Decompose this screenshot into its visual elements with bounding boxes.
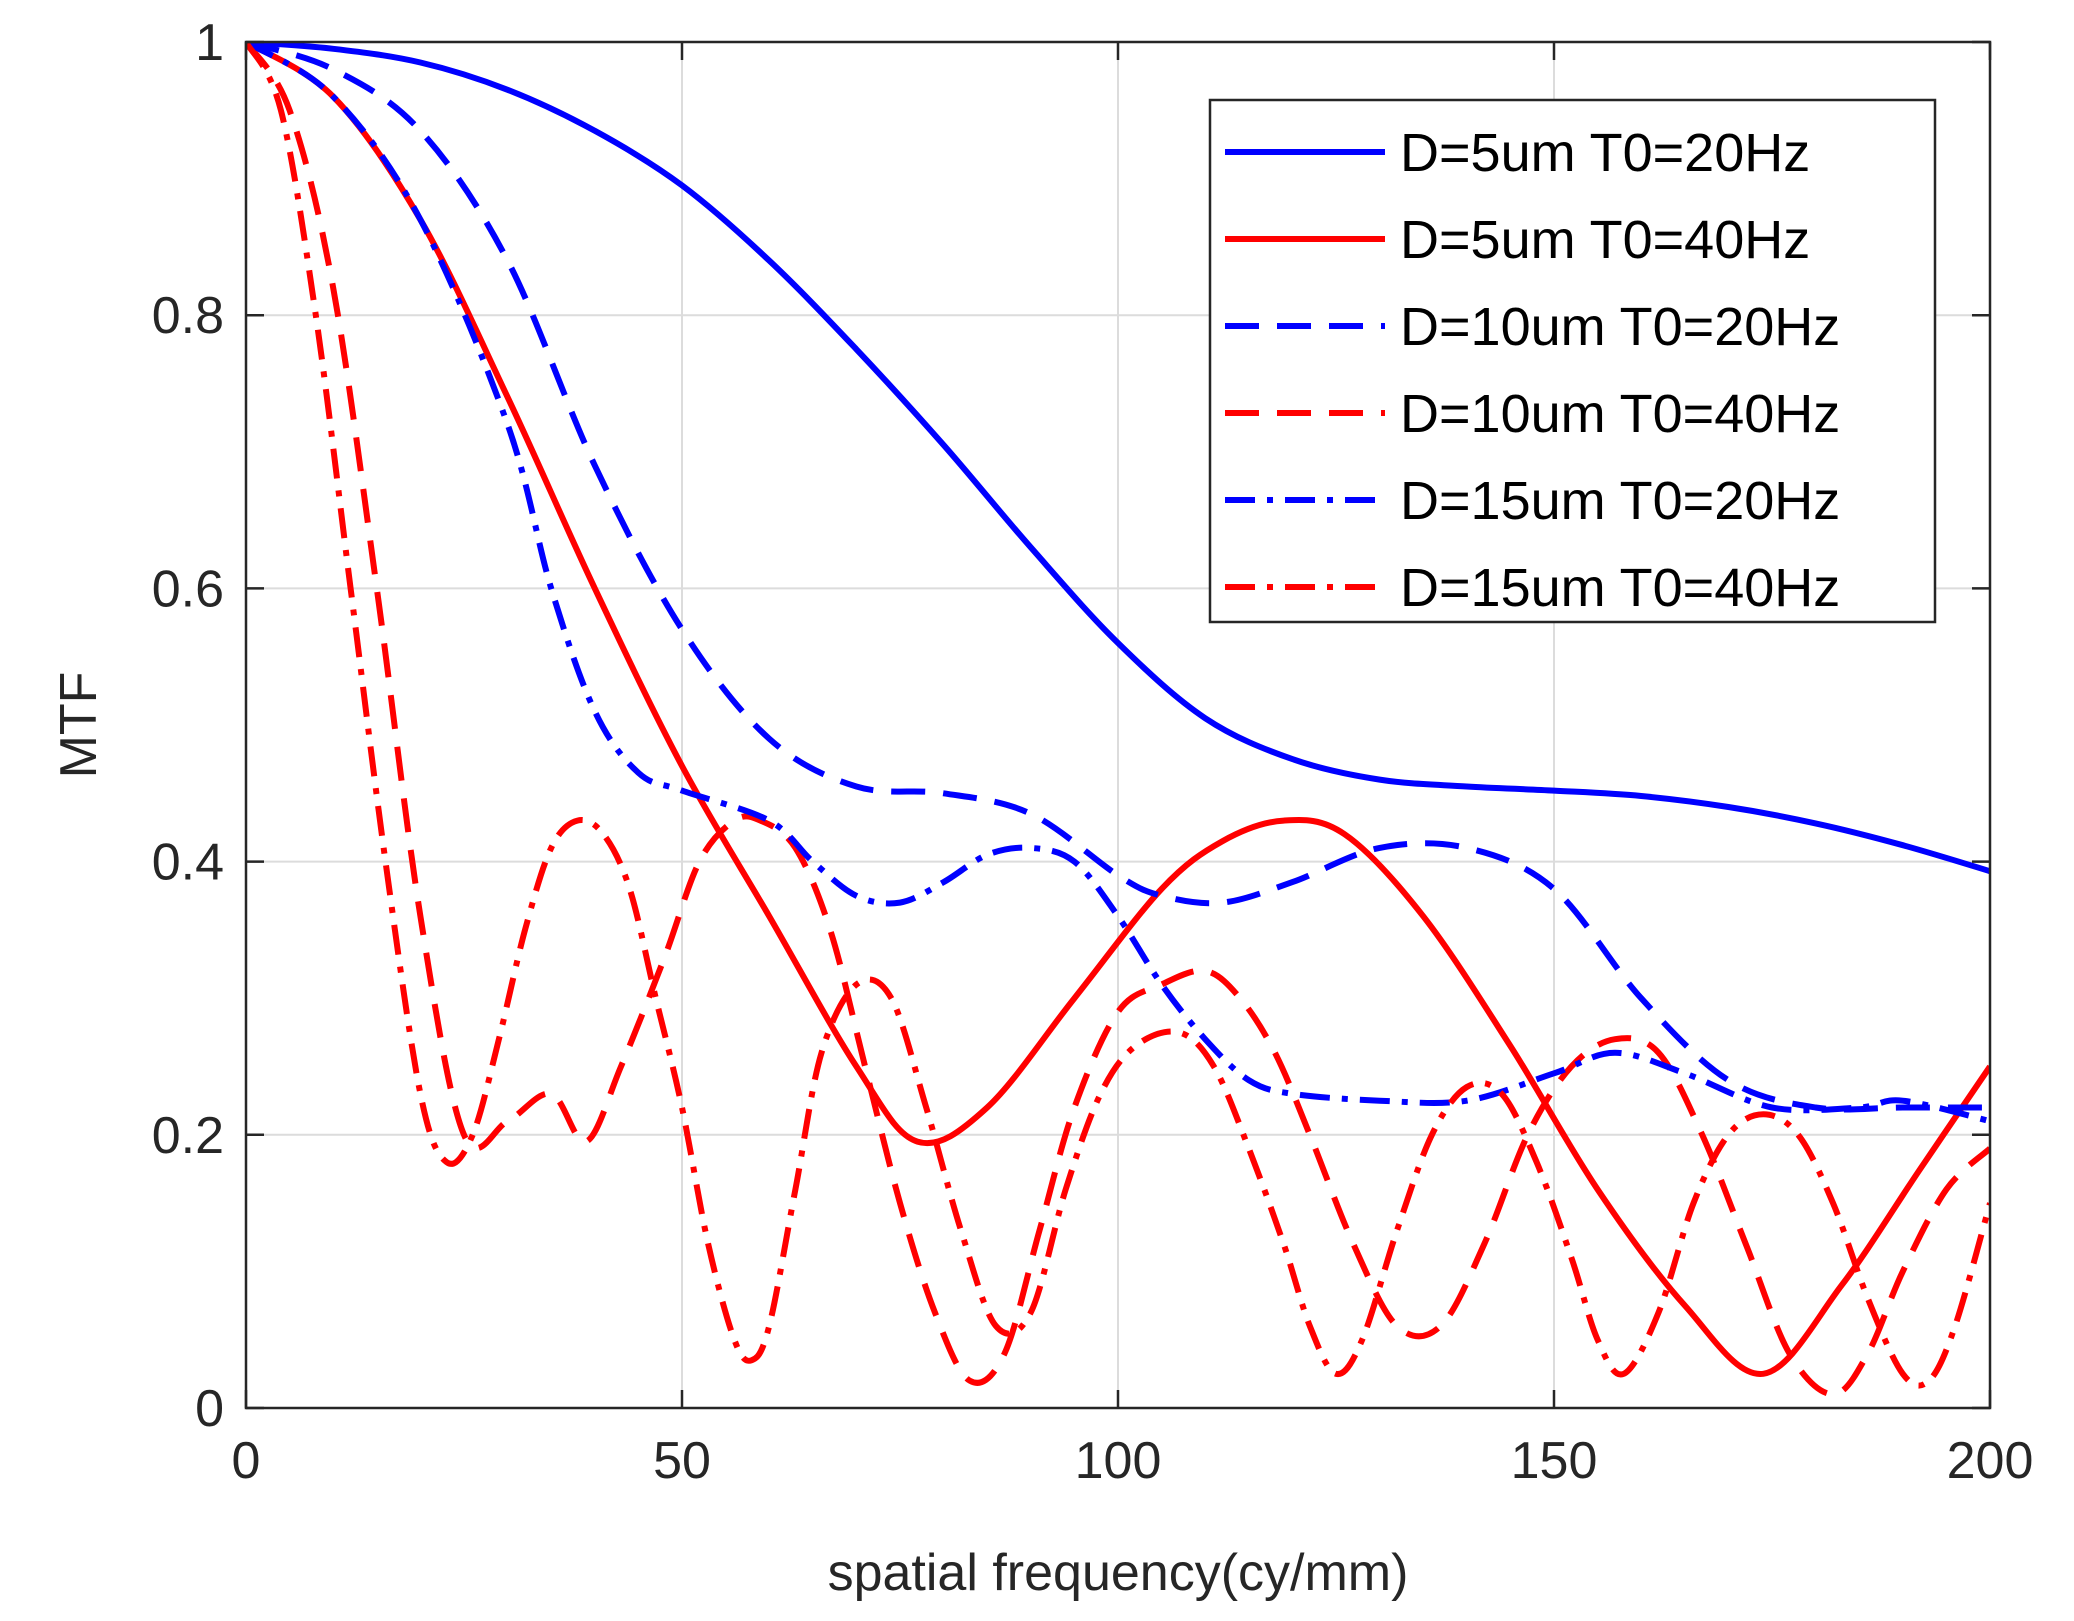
series-line-d-5um-t0-20hz bbox=[246, 42, 1990, 875]
y-tick-label: 0.8 bbox=[152, 287, 224, 345]
axis-ticks: 0 50 100 150 200 0 0.2 0.4 0.6 0.8 1 bbox=[152, 14, 2034, 1490]
y-tick-label: 0.4 bbox=[152, 834, 224, 892]
x-tick-label: 50 bbox=[653, 1432, 711, 1490]
series-line-d-10um-t0-20hz bbox=[246, 42, 1990, 1113]
legend-label: D=5um T0=40Hz bbox=[1400, 210, 1810, 270]
y-axis-label: MTF bbox=[50, 672, 108, 779]
y-tick-label: 1 bbox=[195, 14, 224, 72]
series-line-d-5um-t0-40hz bbox=[246, 42, 1990, 1377]
legend-label: D=10um T0=20Hz bbox=[1400, 297, 1840, 357]
y-tick-label: 0.2 bbox=[152, 1107, 224, 1165]
series-line-d-15um-t0-40hz bbox=[246, 42, 1990, 1389]
x-tick-label: 150 bbox=[1511, 1432, 1598, 1490]
y-tick-label: 0.6 bbox=[152, 560, 224, 618]
legend: D=5um T0=20Hz D=5um T0=40Hz D=10um T0=20Hz… bbox=[1208, 98, 1937, 624]
legend-label: D=5um T0=20Hz bbox=[1400, 123, 1810, 183]
axis-labels: spatial frequency(cy/mm) MTF bbox=[50, 672, 1408, 1602]
x-axis-label: spatial frequency(cy/mm) bbox=[828, 1544, 1409, 1602]
y-tick-label: 0 bbox=[195, 1380, 224, 1438]
series-line-d-15um-t0-20hz bbox=[246, 42, 1990, 1125]
legend-label: D=15um T0=40Hz bbox=[1400, 558, 1840, 618]
legend-label: D=10um T0=40Hz bbox=[1400, 384, 1840, 444]
legend-box bbox=[1208, 98, 1937, 624]
x-tick-label: 200 bbox=[1947, 1432, 2034, 1490]
x-tick-label: 100 bbox=[1075, 1432, 1162, 1490]
legend-label: D=15um T0=20Hz bbox=[1400, 471, 1840, 531]
series-lines bbox=[246, 42, 1990, 1398]
x-tick-label: 0 bbox=[232, 1432, 261, 1490]
